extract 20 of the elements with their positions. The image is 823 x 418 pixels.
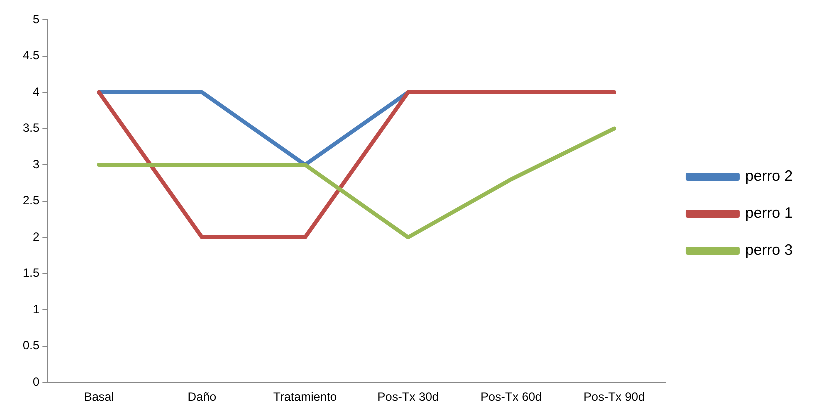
y-tick-label: 4 — [32, 84, 40, 99]
y-tick-label: 5 — [32, 12, 40, 26]
y-tick-label: 3 — [32, 157, 40, 172]
y-tick-label: 0 — [32, 374, 40, 389]
y-tick-label: 1 — [32, 302, 40, 316]
y-tick-label: 2 — [32, 230, 40, 244]
y-tick-label: 3.5 — [22, 121, 40, 136]
legend-label: perro 2 — [745, 168, 794, 186]
x-tick-label: Basal — [84, 390, 114, 404]
x-tick-label: Pos-Tx 30d — [378, 390, 440, 404]
x-tick-label: Pos-Tx 60d — [480, 390, 542, 404]
y-tick-label: 2.5 — [22, 194, 40, 208]
x-tick-label: Daño — [188, 390, 217, 404]
legend-label: perro 3 — [745, 242, 794, 260]
legend-label: perro 1 — [745, 205, 794, 222]
x-tick-label: Pos-Tx 90d — [584, 390, 646, 404]
y-tick-label: 4.5 — [22, 48, 40, 63]
x-tick-label: Tratamiento — [274, 390, 338, 404]
y-tick-label: 1.5 — [22, 266, 40, 280]
y-tick-label: 0.5 — [22, 338, 40, 353]
